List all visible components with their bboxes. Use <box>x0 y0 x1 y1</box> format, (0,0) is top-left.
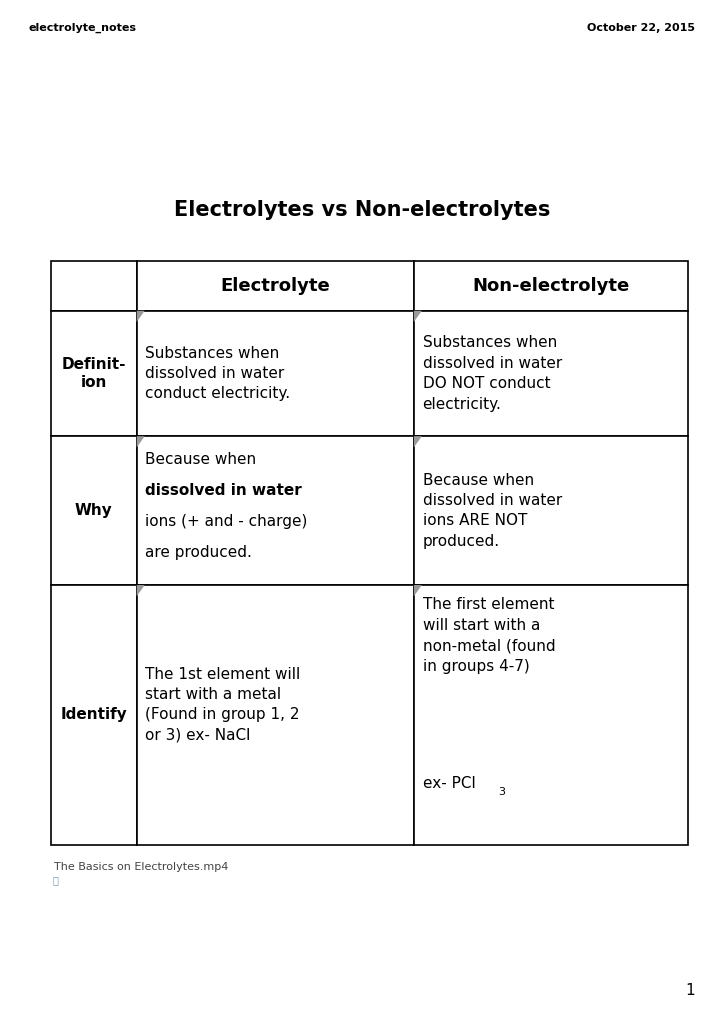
Text: electrolyte_notes: electrolyte_notes <box>29 23 137 33</box>
Text: ions (+ and - charge): ions (+ and - charge) <box>146 514 308 529</box>
Text: The first element
will start with a
non-metal (found
in groups 4-7): The first element will start with a non-… <box>423 597 555 674</box>
Text: Because when
dissolved in water
ions ARE NOT
produced.: Because when dissolved in water ions ARE… <box>423 472 562 549</box>
Text: October 22, 2015: October 22, 2015 <box>587 23 695 33</box>
Text: Electrolyte: Electrolyte <box>220 276 330 295</box>
Text: Why: Why <box>75 503 112 518</box>
Text: Non-electrolyte: Non-electrolyte <box>472 276 629 295</box>
Text: Substances when
dissolved in water
conduct electricity.: Substances when dissolved in water condu… <box>146 345 290 401</box>
Text: Definit-
ion: Definit- ion <box>62 357 126 390</box>
Text: 1: 1 <box>686 983 695 998</box>
Text: are produced.: are produced. <box>146 545 252 560</box>
Text: The 1st element will
start with a metal
(Found in group 1, 2
or 3) ex- NaCl: The 1st element will start with a metal … <box>146 667 300 742</box>
Text: Electrolytes vs Non-electrolytes: Electrolytes vs Non-electrolytes <box>174 200 550 220</box>
Text: Because when: Because when <box>146 453 256 467</box>
Text: dissolved in water: dissolved in water <box>146 483 302 498</box>
Text: The Basics on Electrolytes.mp4: The Basics on Electrolytes.mp4 <box>54 862 229 872</box>
Text: Substances when
dissolved in water
DO NOT conduct
electricity.: Substances when dissolved in water DO NO… <box>423 336 562 412</box>
Text: ex- PCl: ex- PCl <box>423 776 475 792</box>
Text: 3: 3 <box>499 786 505 797</box>
Text: Identify: Identify <box>60 708 127 722</box>
Text: 📎: 📎 <box>52 876 58 886</box>
